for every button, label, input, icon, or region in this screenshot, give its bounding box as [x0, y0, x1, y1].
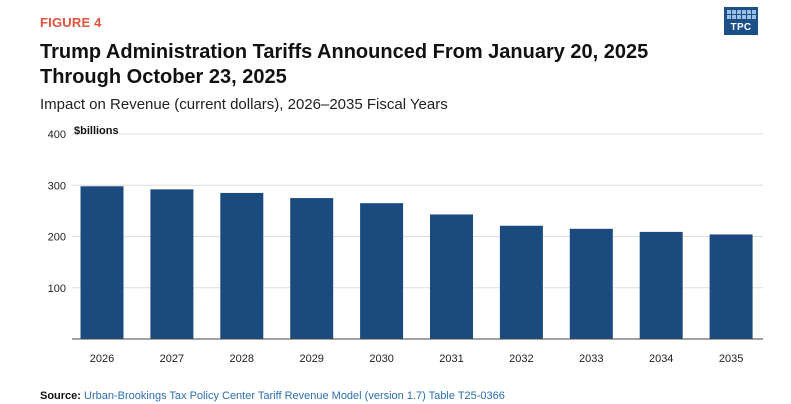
logo-tile — [737, 15, 741, 19]
tpc-logo-text: TPC — [730, 22, 752, 33]
x-tick-label: 2032 — [509, 353, 533, 365]
chart-title: Trump Administration Tariffs Announced F… — [40, 41, 649, 88]
tpc-logo-mark — [724, 7, 758, 35]
logo-tile — [742, 10, 746, 14]
logo-tile — [732, 15, 736, 19]
y-tick-label: 200 — [48, 232, 66, 244]
bar — [430, 214, 473, 339]
y-tick-label: 400 — [48, 129, 66, 141]
logo-tile — [737, 10, 741, 14]
logo-tile — [747, 10, 751, 14]
logo-tile — [752, 10, 756, 14]
x-tick-label: 2031 — [439, 353, 463, 365]
bar — [220, 192, 264, 339]
bar — [360, 203, 404, 339]
bar — [639, 231, 683, 339]
bar — [150, 189, 194, 339]
logo-tile — [742, 15, 746, 19]
source-label: Source: — [40, 390, 81, 402]
x-tick-label: 2030 — [369, 353, 393, 365]
y-axis-unit-label: $billions — [74, 125, 119, 137]
tpc-logo: TPC — [724, 7, 758, 35]
logo-tile — [732, 10, 736, 14]
bar — [290, 198, 334, 339]
logo-tile — [747, 15, 751, 19]
x-tick-label: 2033 — [579, 353, 603, 365]
x-tick-label: 2026 — [90, 353, 114, 365]
bar — [499, 225, 543, 339]
figure-label: FIGURE 4 — [40, 15, 102, 30]
x-tick-label: 2028 — [230, 353, 254, 365]
logo-tile — [752, 15, 756, 19]
x-tick-label: 2029 — [299, 353, 323, 365]
y-tick-label: 100 — [48, 283, 66, 295]
bar — [569, 228, 613, 339]
logo-tile — [727, 10, 731, 14]
y-tick-label: 300 — [48, 180, 66, 192]
x-tick-label: 2035 — [719, 353, 743, 365]
x-tick-label: 2034 — [649, 353, 673, 365]
bar — [709, 234, 753, 339]
bar-chart: 100 200 300 400 $billions 2026 2027 2028 2029 203… — [48, 125, 763, 365]
source-note: Source: Urban-Brookings Tax Policy Cente… — [40, 390, 505, 402]
chart-subtitle: Impact on Revenue (current dollars), 202… — [40, 96, 448, 113]
source-link[interactable]: Urban-Brookings Tax Policy Center Tariff… — [84, 390, 505, 402]
logo-tile — [727, 15, 731, 19]
x-tick-label: 2027 — [160, 353, 184, 365]
bar — [80, 186, 124, 339]
